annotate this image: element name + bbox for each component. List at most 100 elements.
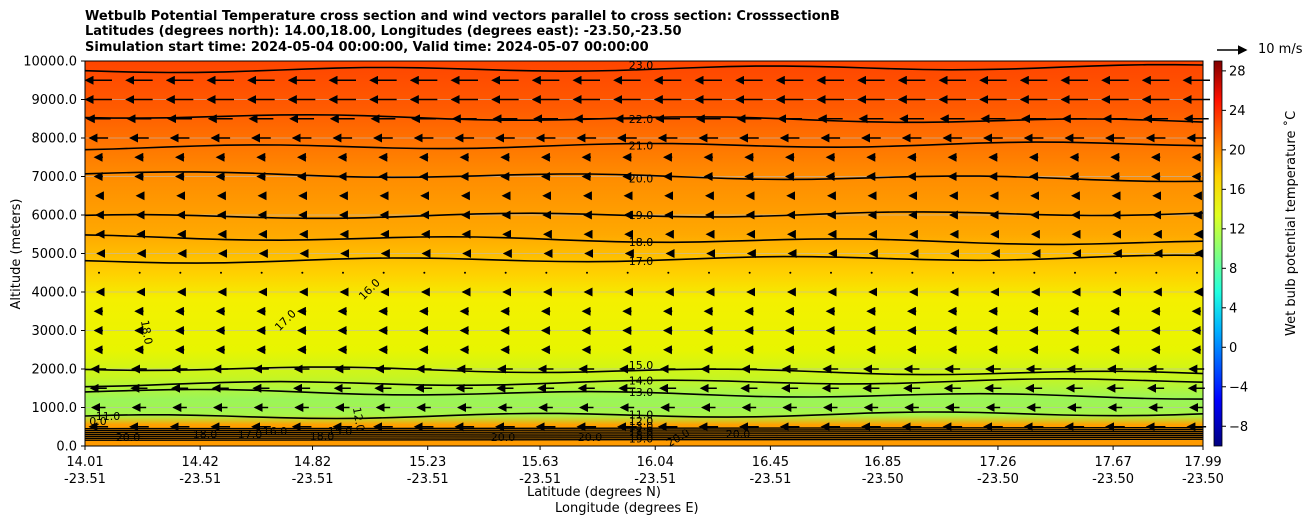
contour-label: 19.0 xyxy=(629,209,654,222)
contour-lines xyxy=(84,63,1204,441)
x-tick-label-lon: -23.51 xyxy=(179,472,221,487)
colorbar-ticks: −8 −4 0 4 8 12 16 20 24 28 xyxy=(1222,64,1248,435)
contour-line xyxy=(84,411,1204,420)
colorbar-tick-label: 4 xyxy=(1229,301,1237,316)
contour-label: 14.0 xyxy=(629,375,654,388)
contour-line xyxy=(84,426,1204,430)
contour-line xyxy=(84,436,1204,439)
colorbar-tick-label: 20 xyxy=(1229,143,1246,158)
x-axis-ticks: 14.01 -23.51 14.42 -23.51 14.82 -23.51 15.23 -2… xyxy=(64,446,1224,487)
wind-vector xyxy=(342,271,344,274)
contour-line xyxy=(84,171,1204,183)
wind-vector xyxy=(301,271,304,274)
x-axis-label-latitude: Latitude (degrees N) xyxy=(527,485,661,500)
colorbar-tick-label: 12 xyxy=(1229,222,1246,237)
grid-lines xyxy=(85,99,1203,408)
y-tick-label: 3000.0 xyxy=(32,324,78,339)
wind-vector xyxy=(1074,271,1076,274)
x-tick-label-lon: -23.50 xyxy=(1182,472,1224,487)
chart-title-line-3: Simulation start time: 2024-05-04 00:00:… xyxy=(85,40,649,55)
wind-vector xyxy=(138,271,141,274)
contour-line xyxy=(84,211,1204,220)
contour-line xyxy=(84,254,1204,264)
contour-label: 22.0 xyxy=(629,113,654,126)
wind-vector xyxy=(586,271,588,274)
contour-label: 23.0 xyxy=(629,59,654,72)
x-axis-label-longitude: Longitude (degrees E) xyxy=(555,501,699,516)
y-tick-label: 10000.0 xyxy=(23,55,77,70)
wind-vector xyxy=(708,271,710,274)
quiver-key-label: 10 m/s xyxy=(1258,42,1303,57)
contour-label: 12.0 xyxy=(350,406,367,432)
x-tick-label-lon: -23.50 xyxy=(977,472,1019,487)
wind-vector xyxy=(830,271,832,274)
contour-label: 17.0 xyxy=(629,425,654,438)
contour-label: 18.0 xyxy=(193,428,218,441)
x-tick-label-lat: 14.01 xyxy=(66,455,103,470)
wind-vector xyxy=(667,271,670,274)
contour-label: 18.0 xyxy=(310,430,335,443)
contour-line xyxy=(84,438,1204,441)
wind-vector xyxy=(911,271,914,274)
contour-line xyxy=(84,430,1204,434)
colorbar-tick-label: 24 xyxy=(1229,104,1246,119)
x-tick-label-lat: 16.85 xyxy=(864,455,901,470)
wind-vector xyxy=(748,271,751,274)
x-tick-label-lon: -23.51 xyxy=(407,472,449,487)
contour-label: 20.0 xyxy=(116,431,141,444)
wind-vector xyxy=(545,271,548,274)
contour-label: 13.0 xyxy=(629,386,654,399)
contour-line xyxy=(84,234,1204,246)
x-tick-label-lon: -23.50 xyxy=(862,472,904,487)
wind-vector xyxy=(789,271,792,274)
wind-vector xyxy=(423,271,426,274)
contour-label: 0.0 xyxy=(89,415,107,428)
contour-label: 15.0 xyxy=(629,359,654,372)
wind-vector xyxy=(952,271,954,274)
contour-label: 13.0 xyxy=(629,420,654,433)
colorbar-label: Wet bulb potential temperature ˚C xyxy=(1284,110,1299,336)
contour-line xyxy=(84,113,1204,124)
contour-label: 15.0 xyxy=(328,425,353,438)
y-tick-label: 1000.0 xyxy=(32,401,78,416)
wind-vector xyxy=(220,271,222,274)
contour-label: 11.0 xyxy=(96,410,121,423)
wind-vector xyxy=(382,271,385,274)
contour-label: 16.0 xyxy=(263,425,288,438)
x-tick-label-lat: 14.42 xyxy=(182,455,219,470)
contour-label: 21.0 xyxy=(629,140,654,153)
x-tick-label-lat: 16.45 xyxy=(752,455,789,470)
x-tick-label-lon: -23.51 xyxy=(64,472,106,487)
colorbar-tick-label: −4 xyxy=(1229,380,1248,395)
y-axis-ticks: 0.0 1000.0 2000.0 3000.0 4000.0 5000.0 6000.0 7… xyxy=(23,55,85,455)
wind-vectors xyxy=(84,75,1210,432)
wind-vector xyxy=(1114,271,1117,274)
wind-vector xyxy=(179,271,182,274)
wind-vector xyxy=(1155,271,1158,274)
y-tick-label: 2000.0 xyxy=(32,363,78,378)
colorbar-tick-label: 16 xyxy=(1229,183,1246,198)
wind-vector xyxy=(504,271,507,274)
contour-label: 11.0 xyxy=(629,408,654,421)
wind-vector xyxy=(1196,271,1198,274)
contour-line xyxy=(84,434,1204,438)
contour-label: 18.0 xyxy=(629,236,654,249)
chart-title-line-1: Wetbulb Potential Temperature cross sect… xyxy=(85,9,840,24)
wind-vector xyxy=(464,271,466,274)
colorbar-tick-label: 28 xyxy=(1229,64,1246,79)
y-tick-label: 4000.0 xyxy=(32,286,78,301)
y-tick-label: 7000.0 xyxy=(32,170,78,185)
contour-label: 20.0 xyxy=(491,431,516,444)
wind-vector xyxy=(1033,271,1036,274)
x-tick-label-lon: -23.51 xyxy=(749,472,791,487)
contour-label: 12.0 xyxy=(629,415,654,428)
x-tick-label-lon: -23.51 xyxy=(634,472,676,487)
x-tick-label-lat: 17.26 xyxy=(979,455,1016,470)
chart-title-line-2: Latitudes (degrees north): 14.00,18.00, … xyxy=(85,24,682,39)
contour-label: 17.0 xyxy=(238,428,263,441)
contour-line xyxy=(84,366,1204,376)
x-tick-label-lat: 16.04 xyxy=(637,455,674,470)
x-tick-label-lat: 17.67 xyxy=(1095,455,1132,470)
x-tick-label-lat: 15.23 xyxy=(409,455,446,470)
